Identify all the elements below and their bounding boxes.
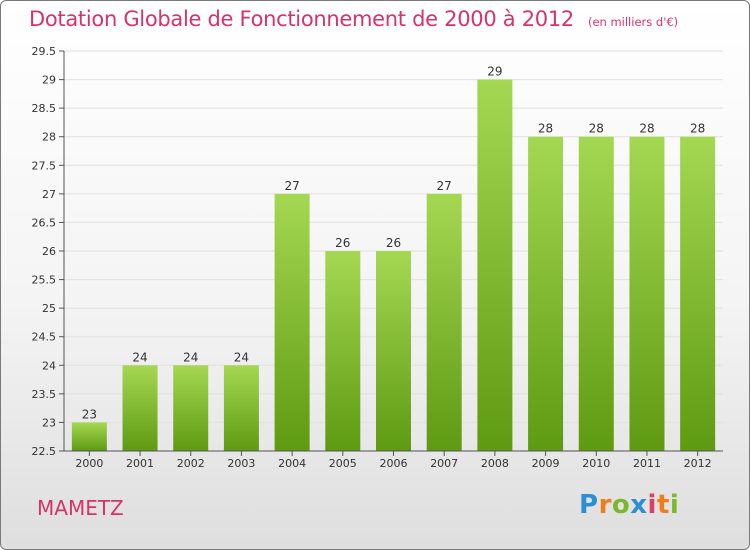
data-label: 27: [437, 179, 452, 193]
y-tick-label: 24.5: [32, 331, 57, 344]
y-tick-label: 27: [42, 188, 56, 201]
x-tick-label: 2003: [227, 457, 255, 470]
logo-letter: o: [611, 490, 631, 520]
bar: [376, 251, 411, 451]
bar: [223, 365, 259, 451]
bar: [477, 79, 513, 452]
x-tick-label: 2012: [684, 457, 712, 470]
bar: [122, 365, 158, 451]
commune-name: MAMETZ: [37, 496, 124, 520]
y-tick-label: 25.5: [32, 274, 57, 287]
labels: 22.5 23 23.5 24 24.5 25 25.5 26 26.5 27 27.5 28 28.5…: [32, 45, 712, 470]
y-tick-label: 28.5: [32, 102, 57, 115]
data-label: 24: [234, 350, 249, 364]
y-tick-label: 22.5: [32, 445, 57, 458]
x-tick-label: 2006: [380, 457, 408, 470]
bar: [528, 136, 564, 451]
bar: [680, 136, 716, 451]
bars: [71, 79, 716, 452]
y-tick-label: 27.5: [32, 159, 57, 172]
y-tick-label: 23: [42, 416, 56, 429]
chart-title-text: Dotation Globale de Fonctionnement de 20…: [29, 7, 574, 31]
x-tick-label: 2011: [633, 457, 661, 470]
data-label: 28: [690, 122, 705, 136]
logo-letter: x: [630, 490, 648, 520]
bar: [578, 136, 614, 451]
bar: [173, 365, 209, 451]
x-tick-label: 2009: [532, 457, 560, 470]
x-tick-label: 2004: [278, 457, 306, 470]
bar: [325, 251, 361, 451]
x-tick-label: 2005: [329, 457, 357, 470]
y-tick-label: 26.5: [32, 216, 57, 229]
logo-letter: t: [656, 490, 670, 520]
y-tick-label: 24: [42, 359, 56, 372]
y-tick-label: 28: [42, 131, 56, 144]
bar: [274, 193, 310, 451]
x-tick-label: 2007: [430, 457, 458, 470]
logo-letter: r: [598, 490, 612, 520]
logo-letter: i: [669, 490, 680, 520]
x-tick-label: 2010: [582, 457, 610, 470]
bar: [629, 136, 665, 451]
bar: [426, 193, 462, 451]
y-tick-label: 23.5: [32, 388, 57, 401]
proxiti-logo: Proxiti: [579, 490, 679, 520]
y-tick-label: 25: [42, 302, 56, 315]
y-tick-label: 29: [42, 74, 56, 87]
data-label: 28: [639, 122, 654, 136]
y-tick-label: 29.5: [32, 45, 57, 58]
data-label: 28: [589, 122, 604, 136]
data-label: 23: [82, 407, 97, 421]
unit-label: (en milliers d'€): [587, 15, 679, 29]
x-tick-label: 2000: [75, 457, 103, 470]
chart-title: Dotation Globale de Fonctionnement de 20…: [29, 7, 678, 31]
y-tick-label: 26: [42, 245, 56, 258]
data-label: 27: [284, 179, 299, 193]
x-tick-label: 2008: [481, 457, 509, 470]
x-tick-label: 2002: [177, 457, 205, 470]
data-label: 24: [183, 350, 198, 364]
logo-letter: P: [579, 490, 599, 520]
x-tick-label: 2001: [126, 457, 154, 470]
data-label: 28: [538, 122, 553, 136]
axes: [59, 50, 723, 456]
logo-letter: i: [647, 490, 657, 520]
data-label: 24: [132, 350, 147, 364]
data-label: 26: [386, 236, 401, 250]
data-label: 29: [487, 65, 502, 79]
bar: [71, 422, 107, 451]
data-label: 26: [335, 236, 350, 250]
